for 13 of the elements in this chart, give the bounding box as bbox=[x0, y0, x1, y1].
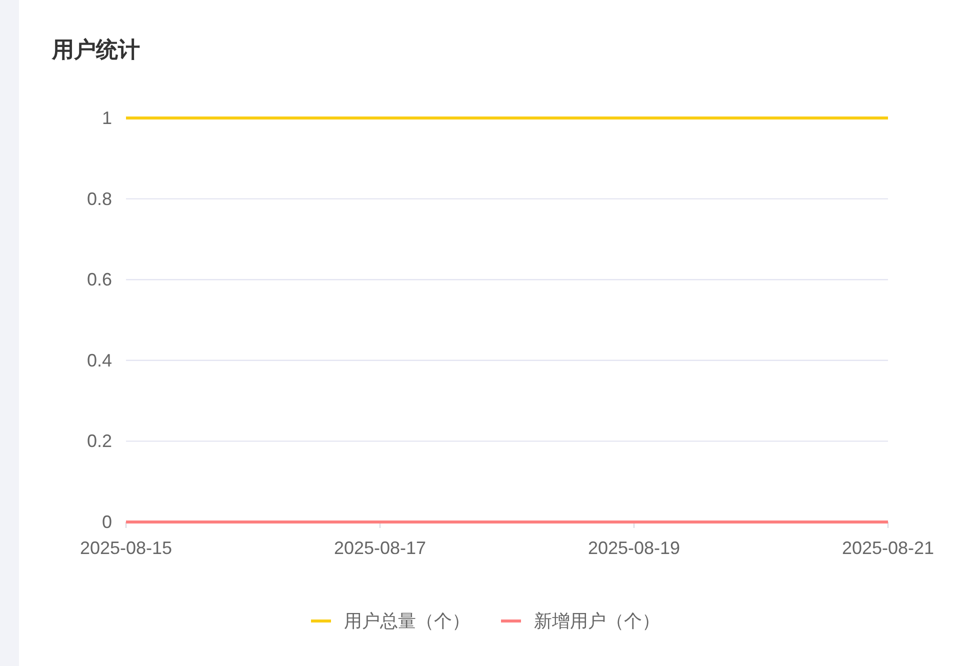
x-tick-label: 2025-08-17 bbox=[334, 538, 426, 558]
y-tick-label: 0 bbox=[102, 512, 112, 532]
title: 用户统计 bbox=[52, 37, 140, 62]
legend-label: 新增用户（个） bbox=[534, 611, 660, 631]
y-tick-label: 1 bbox=[102, 108, 112, 128]
y-tick-label: 0.2 bbox=[86, 431, 112, 452]
y-tick-label: 0.6 bbox=[86, 270, 112, 290]
y-tick-label: 0.4 bbox=[86, 350, 112, 370]
y-tick-label: 0.8 bbox=[86, 188, 112, 209]
x-tick-label: 2025-08-19 bbox=[588, 538, 680, 558]
legend-label: 用户总量（个） bbox=[344, 611, 470, 631]
x-tick-label: 2025-08-21 bbox=[842, 538, 934, 558]
x-tick-label: 2025-08-15 bbox=[80, 538, 172, 558]
